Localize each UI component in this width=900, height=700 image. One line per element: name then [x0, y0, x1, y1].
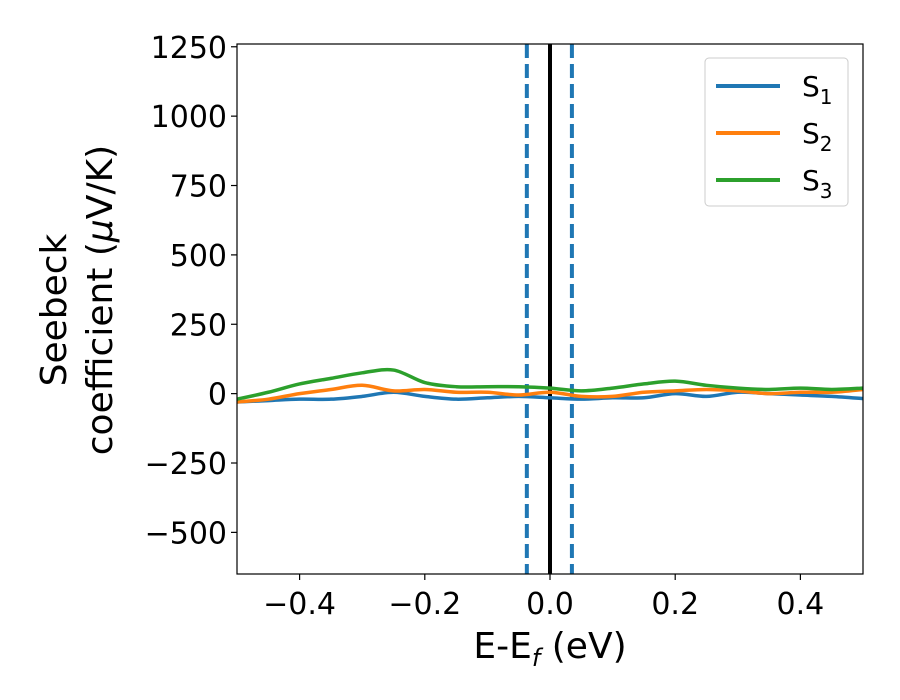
reference-lines: [524, 44, 574, 574]
x-axis-title: E-Ef (eV): [473, 626, 626, 672]
x-tick-label: −0.4: [263, 587, 336, 622]
x-tick-label: −0.2: [388, 587, 461, 622]
y-axis: −500 −250 0 250 500 750 1000 1250: [145, 31, 237, 551]
y-tick-label: −500: [145, 516, 227, 551]
x-axis: −0.4 −0.2 0.0 0.2 0.4: [263, 574, 824, 622]
y-tick-label: −250: [145, 447, 227, 482]
x-tick-label: 0.0: [526, 587, 574, 622]
series-line-s3: [237, 367, 863, 401]
y-axis-title: Seebeck coefficient (μV/K): [34, 145, 121, 455]
y-axis-title-line2: coefficient (μV/K): [80, 145, 121, 455]
x-tick-label: 0.2: [651, 587, 699, 622]
y-tick-label: 1250: [151, 31, 227, 66]
legend: S1 S2 S3: [704, 57, 849, 207]
legend-label-s3: S3: [802, 164, 833, 203]
legend-label-s1: S1: [802, 70, 833, 109]
y-tick-label: 0: [208, 378, 227, 413]
series-lines: [237, 367, 863, 404]
series-line-s2: [237, 383, 863, 404]
y-tick-label: 750: [170, 170, 227, 205]
legend-label-s2: S2: [802, 117, 833, 156]
x-tick-label: 0.4: [777, 587, 825, 622]
y-tick-label: 1000: [151, 100, 227, 135]
y-tick-label: 250: [170, 308, 227, 343]
y-tick-label: 500: [170, 239, 227, 274]
y-axis-title-line1: Seebeck: [34, 233, 75, 386]
